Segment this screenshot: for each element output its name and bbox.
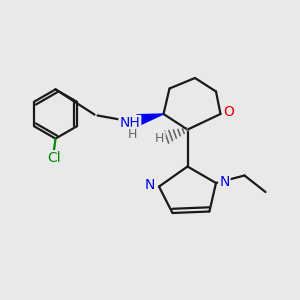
Text: N: N: [219, 175, 230, 188]
Text: N: N: [145, 178, 155, 192]
Text: H: H: [127, 128, 137, 141]
Text: NH: NH: [119, 116, 140, 130]
Text: O: O: [224, 105, 234, 118]
Text: H: H: [155, 132, 165, 145]
Text: Cl: Cl: [47, 151, 61, 165]
Polygon shape: [137, 114, 164, 125]
